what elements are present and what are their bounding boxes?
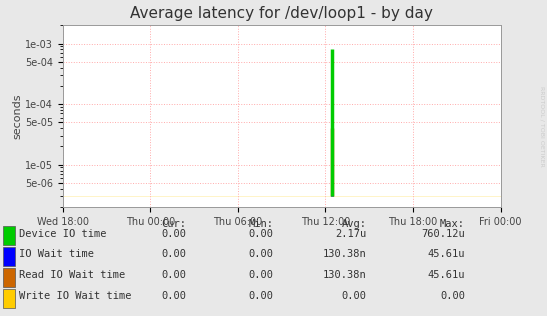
- Text: Avg:: Avg:: [341, 219, 366, 229]
- Text: IO Wait time: IO Wait time: [19, 249, 94, 259]
- Text: 0.00: 0.00: [161, 249, 186, 259]
- Y-axis label: seconds: seconds: [12, 94, 22, 139]
- Text: 2.17u: 2.17u: [335, 228, 366, 239]
- Bar: [3, 268, 15, 287]
- Text: Min:: Min:: [248, 219, 274, 229]
- Text: 0.00: 0.00: [248, 249, 274, 259]
- Text: 0.00: 0.00: [161, 291, 186, 301]
- Text: Write IO Wait time: Write IO Wait time: [19, 291, 132, 301]
- Text: 130.38n: 130.38n: [323, 249, 366, 259]
- Text: 0.00: 0.00: [440, 291, 465, 301]
- Bar: [3, 247, 15, 266]
- Text: 0.00: 0.00: [248, 291, 274, 301]
- Text: Max:: Max:: [440, 219, 465, 229]
- Text: 130.38n: 130.38n: [323, 270, 366, 280]
- Text: 0.00: 0.00: [248, 270, 274, 280]
- Text: 45.61u: 45.61u: [427, 270, 465, 280]
- Text: 0.00: 0.00: [161, 228, 186, 239]
- Text: Read IO Wait time: Read IO Wait time: [19, 270, 125, 280]
- Text: Cur:: Cur:: [161, 219, 186, 229]
- Text: 0.00: 0.00: [248, 228, 274, 239]
- Text: 0.00: 0.00: [341, 291, 366, 301]
- Text: 760.12u: 760.12u: [421, 228, 465, 239]
- Text: 45.61u: 45.61u: [427, 249, 465, 259]
- Bar: [3, 289, 15, 308]
- Text: 0.00: 0.00: [161, 270, 186, 280]
- Title: Average latency for /dev/loop1 - by day: Average latency for /dev/loop1 - by day: [130, 6, 433, 21]
- Text: Device IO time: Device IO time: [19, 228, 107, 239]
- Bar: [3, 226, 15, 245]
- Text: RRDTOOL / TOBI OETIKER: RRDTOOL / TOBI OETIKER: [539, 86, 544, 167]
